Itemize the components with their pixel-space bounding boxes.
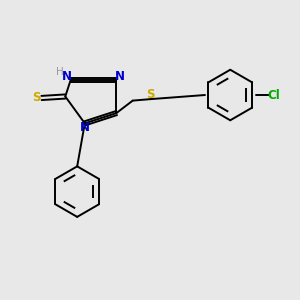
Text: S: S bbox=[32, 92, 40, 104]
Text: H: H bbox=[56, 67, 63, 76]
Text: N: N bbox=[115, 70, 125, 83]
Text: Cl: Cl bbox=[268, 88, 280, 101]
Text: N: N bbox=[80, 121, 90, 134]
Text: S: S bbox=[146, 88, 155, 101]
Text: N: N bbox=[62, 70, 72, 83]
